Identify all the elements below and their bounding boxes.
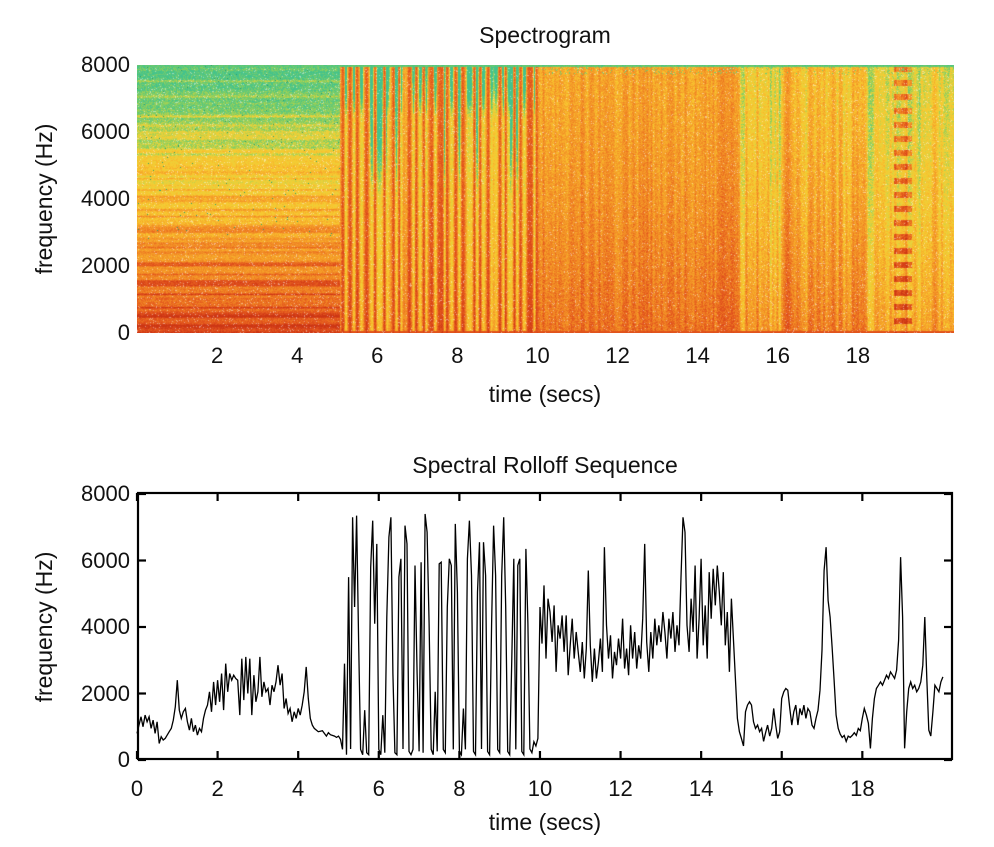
spectrogram-y-tick-label: 4000 (81, 186, 130, 211)
rolloff-x-tick-label: 4 (292, 776, 305, 801)
spectrogram-x-tick-label: 14 (685, 343, 710, 368)
rolloff-x-tick-label: 6 (372, 776, 385, 801)
rolloff-x-tick-label: 8 (453, 776, 466, 801)
rolloff-y-tick-label: 0 (117, 747, 130, 772)
rolloff-x-tick-label: 2 (211, 776, 224, 801)
rolloff-x-axis-label: time (secs) (488, 809, 602, 835)
spectrogram-x-tick-label: 8 (451, 343, 464, 368)
rolloff-y-tick-label: 8000 (81, 481, 130, 506)
spectrogram-x-tick-label: 18 (845, 343, 871, 368)
rolloff-x-tick-label: 14 (688, 776, 714, 801)
spectrogram-x-tick-label: 16 (765, 343, 791, 368)
rolloff-trace (136, 513, 944, 757)
rolloff-x-tick-label: 16 (769, 776, 794, 801)
spectrogram-x-tick-label: 12 (605, 343, 630, 368)
rolloff-x-tick-label: 0 (130, 776, 144, 801)
rolloff-title: Spectral Rolloff Sequence (412, 452, 678, 478)
spectrogram-x-axis-label: time (secs) (488, 381, 602, 407)
spectrogram-x-tick-label: 10 (525, 343, 550, 368)
rolloff-y-tick-label: 2000 (81, 680, 130, 706)
spectrogram-x-tick-label: 2 (210, 343, 224, 368)
rolloff-y-tick-label: 4000 (81, 614, 130, 639)
spectrogram-y-tick-label: 6000 (81, 119, 130, 144)
rolloff-y-tick-label: 6000 (81, 547, 130, 573)
spectrogram-y-tick-label: 0 (117, 320, 130, 345)
rolloff-x-tick-label: 18 (850, 776, 875, 801)
spectrogram-x-tick-label: 4 (291, 343, 304, 368)
rolloff-x-tick-label: 10 (527, 776, 553, 801)
spectrogram-y-tick-label: 8000 (81, 52, 130, 77)
spectrogram-title: Spectrogram (479, 22, 611, 48)
rolloff-x-tick-label: 12 (608, 776, 633, 801)
spectrogram-y-tick-label: 2000 (81, 253, 130, 278)
spectrogram-x-tick-label: 6 (371, 343, 384, 368)
spectrogram-heatmap (137, 65, 954, 333)
